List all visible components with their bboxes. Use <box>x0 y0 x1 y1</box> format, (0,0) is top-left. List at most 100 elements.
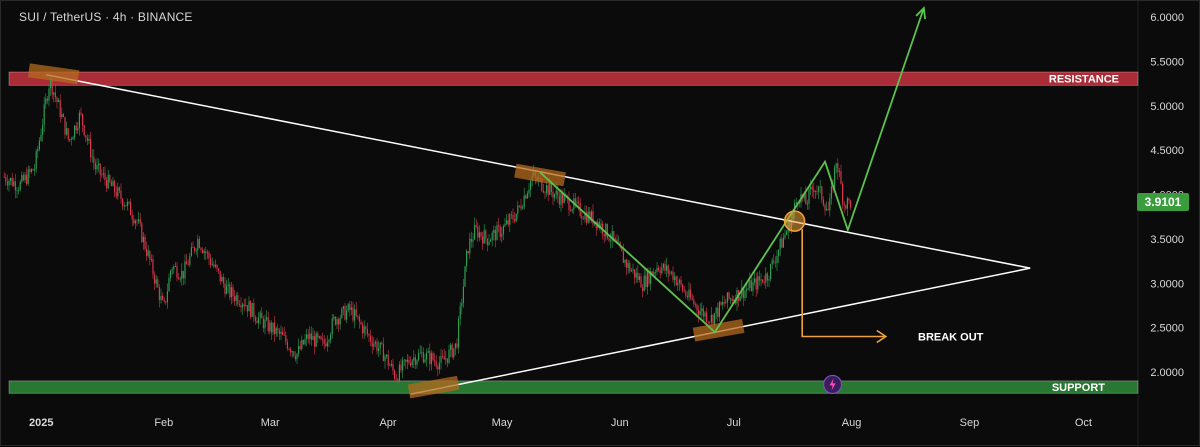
candle-body <box>498 225 500 227</box>
candle-body <box>742 287 744 299</box>
candle-body <box>698 310 700 315</box>
candle-body <box>669 272 671 274</box>
candle-body <box>768 279 770 281</box>
candle-body <box>242 304 244 308</box>
candle-body <box>475 225 477 227</box>
candle-body <box>515 213 517 222</box>
candle-body <box>5 176 7 182</box>
candle-body <box>658 267 660 271</box>
candle-body <box>592 211 594 225</box>
chart-title: SUI / TetherUS · 4h · BINANCE <box>19 10 193 24</box>
candle-body <box>720 302 722 305</box>
candle-body <box>541 178 543 191</box>
candle-body <box>754 278 756 283</box>
candle-body <box>277 328 279 331</box>
candle-body <box>632 269 634 271</box>
candle-body <box>309 333 311 339</box>
candle-body <box>682 284 684 291</box>
candle-body <box>557 190 559 197</box>
candle-body <box>667 265 669 274</box>
y-tick-label: 2.0000 <box>1150 367 1184 379</box>
candle-body <box>149 250 151 260</box>
candle-body <box>69 139 71 140</box>
candle-body <box>586 212 588 223</box>
candle-body <box>747 288 749 290</box>
candle-body <box>378 348 380 352</box>
candle-body <box>347 304 349 311</box>
candle-body <box>560 193 562 205</box>
candle-body <box>325 343 327 347</box>
x-tick-label: 2025 <box>29 417 53 429</box>
candle-body <box>330 334 332 341</box>
candle-body <box>107 174 109 189</box>
candle-body <box>723 302 725 304</box>
candle-body <box>458 318 460 348</box>
candle-body <box>341 308 343 318</box>
candle-body <box>354 309 356 321</box>
candle-body <box>528 189 530 194</box>
candle-body <box>482 236 484 244</box>
candle-body <box>483 230 485 244</box>
candle-body <box>344 306 346 320</box>
candle-body <box>627 263 629 268</box>
candle-body <box>786 231 788 235</box>
candle-body <box>182 270 184 279</box>
candle-body <box>614 238 616 240</box>
candle-body <box>646 270 648 288</box>
candle-body <box>795 202 797 204</box>
candle-body <box>438 362 440 370</box>
candle-body <box>350 307 352 310</box>
candle-body <box>320 336 322 340</box>
candle-body <box>288 348 290 350</box>
candle-body <box>154 274 156 284</box>
candle-body <box>96 165 98 170</box>
candle-body <box>454 343 456 349</box>
candle-body <box>549 183 551 195</box>
candle-body <box>730 298 732 300</box>
candle-body <box>232 287 234 297</box>
candle-body <box>811 186 813 190</box>
candle-body <box>814 191 816 192</box>
candle-body <box>202 249 204 254</box>
candle-body <box>342 306 344 309</box>
candle-body <box>443 356 445 360</box>
candle-body <box>570 210 572 212</box>
candle-body <box>509 214 511 225</box>
candle-body <box>763 282 765 284</box>
candle-body <box>728 292 730 299</box>
candle-body <box>190 247 192 256</box>
candle-body <box>256 320 258 324</box>
candle-body <box>710 314 712 323</box>
candle-body <box>773 260 775 263</box>
candle-body <box>317 333 319 338</box>
candle-body <box>677 283 679 286</box>
candle-body <box>173 266 175 270</box>
candle-body <box>64 117 66 135</box>
candle-body <box>422 352 424 363</box>
candle-body <box>571 209 573 211</box>
candle-body <box>334 316 336 325</box>
candle-body <box>370 335 372 342</box>
candle-body <box>125 205 127 207</box>
candle-body <box>803 193 805 199</box>
candle-body <box>253 303 255 318</box>
candle-body <box>685 291 687 296</box>
candle-body <box>405 359 407 362</box>
candle-body <box>467 251 469 254</box>
candle-body <box>50 77 52 89</box>
breakout-arrow <box>801 229 886 338</box>
candle-body <box>782 237 784 248</box>
candle-body <box>171 269 173 271</box>
candle-body <box>608 238 610 241</box>
resistance-zone <box>8 71 1139 86</box>
candle-body <box>24 174 26 181</box>
candle-body <box>621 247 623 252</box>
candle-body <box>216 264 218 269</box>
candle-body <box>346 310 348 320</box>
candle-body <box>197 238 199 251</box>
candle-body <box>280 332 282 334</box>
candle-body <box>835 163 837 168</box>
candle-body <box>61 114 63 118</box>
